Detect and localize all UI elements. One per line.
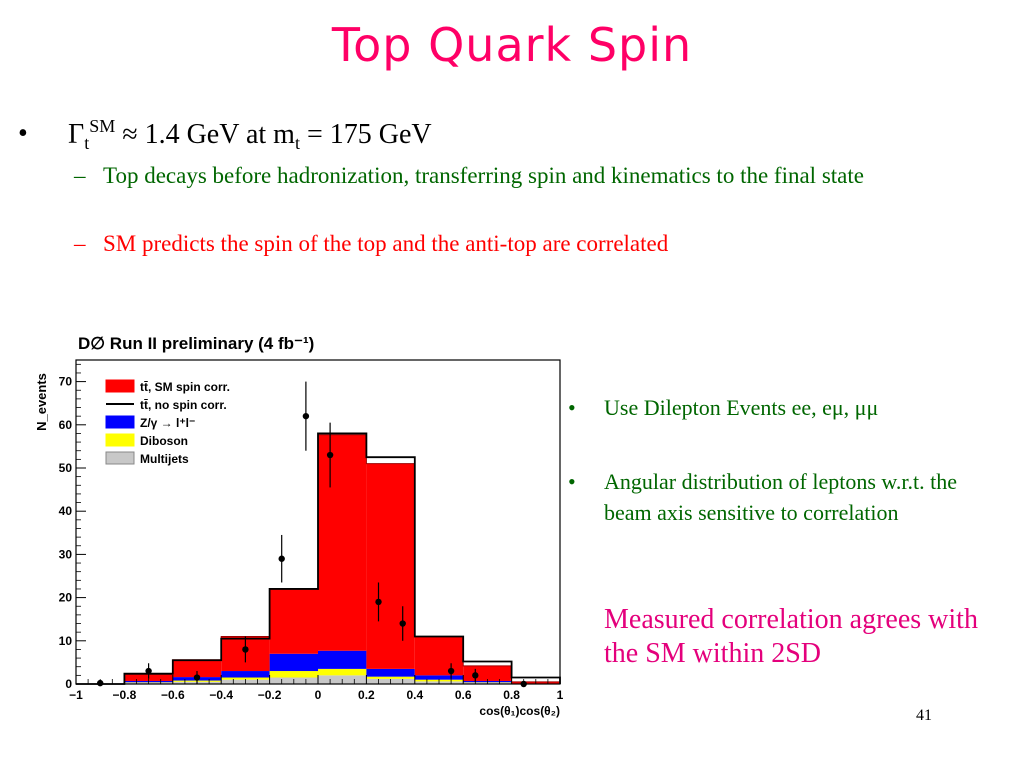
legend-label: tt̄, no spin corr.	[140, 398, 227, 412]
legend-swatch	[105, 379, 135, 393]
data-point	[278, 555, 285, 562]
conclusion-text: Measured correlation agrees with the SM …	[604, 604, 978, 669]
y-axis-label: N_events	[34, 373, 49, 431]
right-bullet-text: Angular distribution of leptons w.r.t. t…	[604, 469, 957, 525]
data-point	[447, 667, 455, 675]
y-tick-label: 50	[59, 461, 73, 475]
y-tick-label: 40	[59, 504, 73, 518]
data-point	[375, 598, 382, 606]
histogram-bar	[414, 675, 464, 680]
sub-bullet-spin-correlation: – SM predicts the spin of the top and th…	[74, 228, 994, 264]
histogram-bar	[318, 650, 367, 669]
right-bullet-angular: • Angular distribution of leptons w.r.t.…	[568, 466, 988, 566]
sub-bullet-text: Top decays before hadronization, transfe…	[103, 163, 864, 188]
histogram-bar	[414, 636, 464, 676]
y-tick-label: 70	[59, 375, 73, 389]
histogram-bar	[269, 588, 318, 654]
x-tick-label: 0	[315, 688, 322, 702]
x-tick-label: −0.4	[209, 688, 233, 702]
legend-label: Multijets	[140, 452, 189, 466]
data-point	[242, 646, 249, 653]
right-bullet-dilepton: • Use Dilepton Events ee, eμ, μμ	[568, 392, 988, 426]
y-tick-label: 30	[59, 547, 73, 561]
histogram-bar	[366, 463, 415, 669]
gamma-subscript: t	[84, 133, 90, 153]
histogram-bar	[269, 653, 318, 672]
sub-bullet-hadronization: – Top decays before hadronization, trans…	[74, 160, 994, 230]
sub-bullet-text: SM predicts the spin of the top and the …	[103, 231, 669, 256]
legend-swatch	[105, 433, 135, 447]
x-tick-label: −0.6	[161, 688, 185, 702]
histogram-bar	[221, 671, 270, 678]
histogram-bar	[172, 659, 222, 678]
legend-label: tt̄, SM spin corr.	[140, 380, 230, 394]
dash-marker: –	[74, 163, 86, 188]
data-point	[145, 667, 152, 675]
x-tick-label: −0.8	[113, 688, 137, 702]
x-tick-label: 0.8	[503, 688, 520, 702]
data-point	[326, 451, 334, 459]
right-bullet-text: Use Dilepton Events ee, eμ, μμ	[604, 395, 879, 420]
x-tick-label: 0.2	[358, 688, 375, 702]
histogram-bar	[221, 677, 270, 680]
gamma-superscript: SM	[89, 116, 116, 136]
top-width-statement: ΓtSM ≈ 1.4 GeV at mt = 175 GeV	[68, 116, 432, 154]
width-value-text: ≈ 1.4 GeV at m	[115, 119, 295, 150]
x-tick-label: −1	[69, 688, 83, 702]
bullet-marker: •	[568, 395, 576, 420]
histogram-bar	[318, 434, 367, 651]
gamma-symbol: Γ	[68, 119, 85, 150]
page-number: 41	[916, 707, 932, 724]
y-tick-label: 0	[65, 677, 72, 691]
spin-correlation-histogram: −1 −0.8 −0.6 −0.4 −0.2 0 0.2 0.4 0.6 0.8 101020304…	[34, 334, 564, 718]
data-point	[472, 672, 479, 679]
x-tick-label: 1	[557, 688, 564, 702]
slide-title: Top Quark Spin	[331, 18, 693, 72]
data-point	[302, 412, 310, 420]
y-tick-label: 60	[59, 418, 73, 432]
x-tick-label: 0.4	[406, 688, 423, 702]
data-point	[399, 620, 406, 627]
y-tick-label: 10	[59, 634, 73, 648]
histogram-bar	[463, 665, 512, 681]
histogram-bar	[318, 668, 367, 676]
legend-swatch	[105, 415, 135, 429]
histogram-bar	[366, 676, 415, 679]
dash-marker: –	[74, 231, 86, 256]
legend-swatch	[105, 451, 135, 465]
mass-subscript: t	[294, 133, 300, 153]
bullet-marker: •	[568, 469, 576, 494]
x-tick-label: 0.6	[455, 688, 472, 702]
histogram-bar	[366, 668, 415, 677]
x-tick-label: −0.2	[258, 688, 282, 702]
legend-label: Diboson	[140, 434, 188, 448]
no-spin-corr-line	[76, 432, 561, 685]
y-tick-label: 20	[59, 591, 73, 605]
chart-title: D∅ Run II preliminary (4 fb⁻¹)	[78, 334, 314, 353]
bullet-marker: •	[18, 118, 28, 149]
legend-label: Z/γ → l⁺l⁻	[140, 416, 195, 430]
data-point	[193, 674, 201, 681]
x-axis-label: cos(θ₁)cos(θ₂)	[479, 704, 560, 718]
histogram-bar	[269, 671, 318, 678]
mass-value-text: = 175 GeV	[299, 119, 432, 150]
